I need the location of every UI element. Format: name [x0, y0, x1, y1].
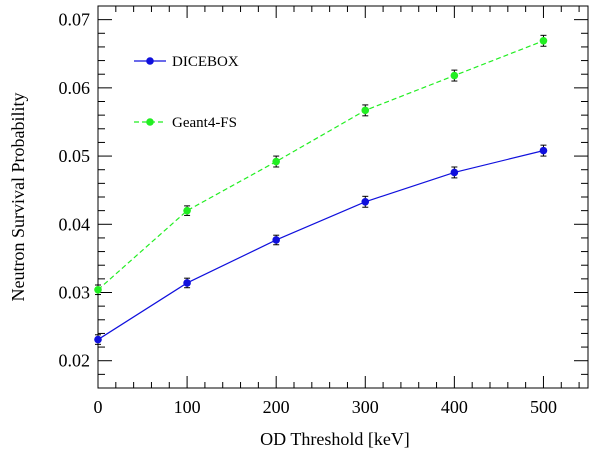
- series-line-geant4-fs: [97, 40, 544, 291]
- x-tick-label: 0: [94, 397, 103, 417]
- data-point-geant4-fs: [539, 36, 548, 45]
- y-axis-label: Neutron Survival Probability: [8, 93, 28, 302]
- legend-marker-geant4-fs: [146, 118, 154, 126]
- data-point-dicebox: [94, 335, 102, 344]
- axis-ticks: 0 100 200 300 400 500 0.02 0.03 0.04 0.05 0.06 0.07: [59, 6, 588, 417]
- legend: DICEBOX Geant4-FS: [134, 54, 239, 131]
- data-point-dicebox: [539, 146, 548, 155]
- series-group: [94, 34, 548, 345]
- x-axis-label: OD Threshold [keV]: [260, 429, 410, 449]
- legend-label-dicebox: DICEBOX: [172, 54, 239, 70]
- data-point-dicebox: [450, 168, 459, 177]
- y-tick-label: 0.04: [59, 214, 91, 234]
- series-line-dicebox: [97, 150, 544, 341]
- y-tick-label: 0.06: [59, 78, 91, 98]
- x-tick-label: 200: [263, 397, 290, 417]
- y-tick-label: 0.07: [59, 10, 91, 30]
- x-tick-label: 500: [530, 397, 557, 417]
- y-tick-label: 0.05: [59, 146, 91, 166]
- data-point-geant4-fs: [450, 71, 459, 80]
- data-point-geant4-fs: [183, 206, 191, 215]
- x-tick-label: 300: [352, 397, 379, 417]
- legend-label-geant4-fs: Geant4-FS: [172, 115, 237, 131]
- data-point-geant4-fs: [361, 106, 370, 115]
- data-point-geant4-fs: [94, 285, 102, 294]
- y-tick-label: 0.03: [59, 283, 91, 303]
- data-point-dicebox: [183, 279, 191, 287]
- x-tick-label: 400: [441, 397, 468, 417]
- data-point-dicebox: [272, 236, 280, 244]
- x-tick-label: 100: [174, 397, 201, 417]
- data-point-geant4-fs: [272, 157, 280, 166]
- legend-marker-dicebox: [146, 57, 154, 65]
- data-point-dicebox: [361, 197, 370, 206]
- y-tick-label: 0.02: [59, 351, 91, 371]
